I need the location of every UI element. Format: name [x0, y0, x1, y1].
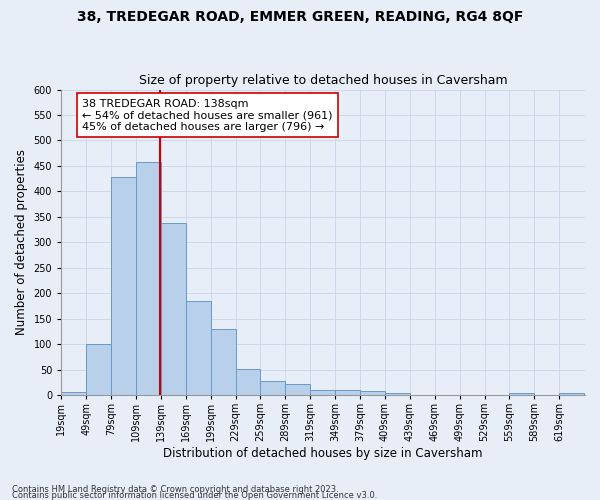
Text: Contains public sector information licensed under the Open Government Licence v3: Contains public sector information licen… — [12, 491, 377, 500]
Bar — [559, 392, 584, 395]
X-axis label: Distribution of detached houses by size in Caversham: Distribution of detached houses by size … — [163, 447, 483, 460]
Title: Size of property relative to detached houses in Caversham: Size of property relative to detached ho… — [139, 74, 508, 87]
Y-axis label: Number of detached properties: Number of detached properties — [15, 150, 28, 336]
Bar — [136, 162, 161, 395]
Bar — [186, 301, 211, 395]
Bar — [61, 392, 86, 395]
Bar — [260, 381, 286, 395]
Bar — [211, 329, 236, 395]
Text: 38, TREDEGAR ROAD, EMMER GREEN, READING, RG4 8QF: 38, TREDEGAR ROAD, EMMER GREEN, READING,… — [77, 10, 523, 24]
Text: Contains HM Land Registry data © Crown copyright and database right 2023.: Contains HM Land Registry data © Crown c… — [12, 485, 339, 494]
Bar — [360, 391, 385, 395]
Text: 38 TREDEGAR ROAD: 138sqm
← 54% of detached houses are smaller (961)
45% of detac: 38 TREDEGAR ROAD: 138sqm ← 54% of detach… — [82, 98, 332, 132]
Bar — [86, 344, 111, 395]
Bar — [335, 390, 360, 395]
Bar — [161, 223, 186, 395]
Bar — [286, 384, 310, 395]
Bar — [310, 390, 335, 395]
Bar — [111, 177, 136, 395]
Bar — [385, 392, 410, 395]
Bar — [236, 368, 260, 395]
Bar — [509, 393, 535, 395]
